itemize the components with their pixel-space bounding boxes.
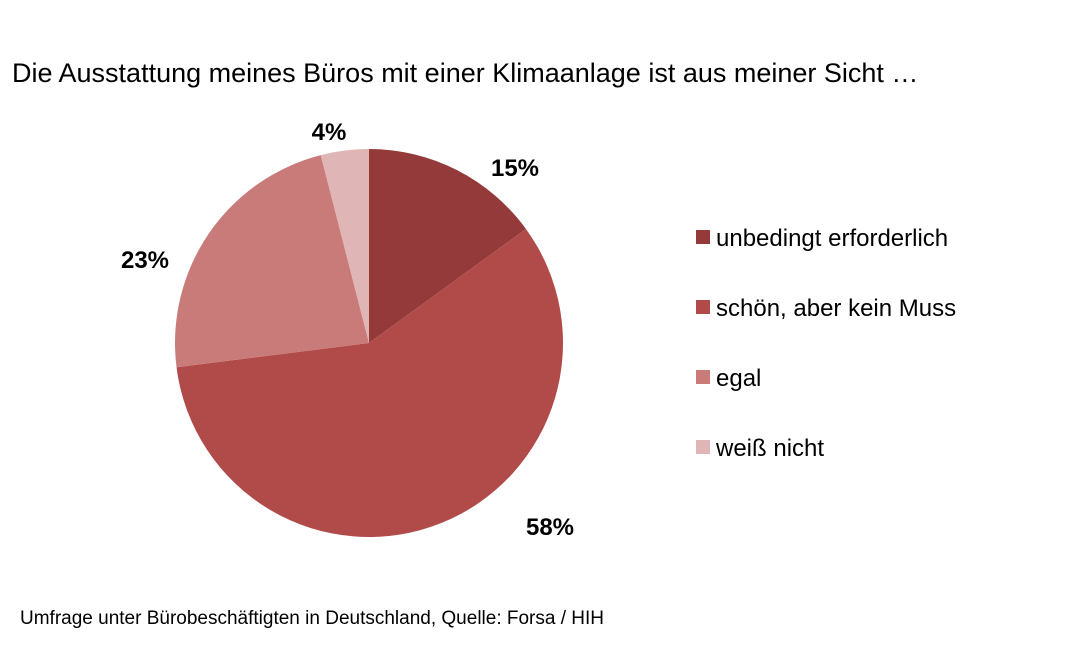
slice-value-label: 58% [526, 514, 574, 541]
slice-labels: 15% 58% 23% 4% [121, 119, 574, 541]
legend-label: weiß nicht [715, 435, 824, 462]
pie-slice [320, 149, 369, 343]
slice-value-label: 4% [312, 119, 347, 146]
slice-value-label: 23% [121, 247, 169, 274]
pie-slice [176, 228, 564, 538]
source-note: Umfrage unter Bürobeschäftigten in Deuts… [20, 608, 604, 629]
legend-label: unbedingt erforderlich [716, 225, 948, 252]
legend-swatch [696, 230, 710, 244]
legend-swatch [696, 440, 710, 454]
pie-slice [369, 149, 526, 343]
slice-value-label: 15% [491, 155, 539, 182]
pie-slice [175, 155, 369, 368]
legend-label: egal [716, 365, 761, 392]
legend-swatch [696, 300, 710, 314]
legend-swatch [696, 370, 710, 384]
pie-slices [175, 149, 564, 538]
chart-title: Die Ausstattung meines Büros mit einer K… [12, 58, 918, 88]
legend: unbedingt erforderlich schön, aber kein M… [696, 225, 956, 462]
legend-label: schön, aber kein Muss [716, 295, 956, 322]
